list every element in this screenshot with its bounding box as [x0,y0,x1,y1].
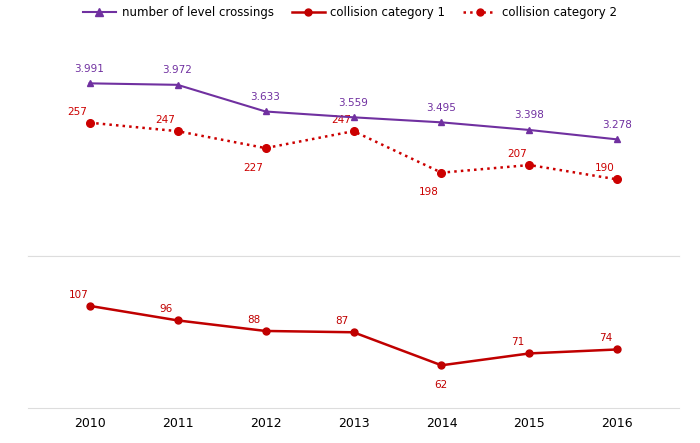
Text: 3.278: 3.278 [603,120,632,130]
Text: 3.559: 3.559 [339,97,368,108]
Text: 190: 190 [595,163,615,173]
Text: 3.633: 3.633 [251,92,281,102]
Text: 87: 87 [335,316,349,326]
Text: 3.972: 3.972 [162,65,192,75]
Text: 207: 207 [508,149,527,159]
Text: 96: 96 [160,304,173,314]
Text: 62: 62 [435,380,448,390]
Text: 227: 227 [244,163,263,172]
Text: 198: 198 [419,187,439,197]
Text: 3.495: 3.495 [426,103,456,113]
Text: 71: 71 [512,337,524,347]
Text: 3.398: 3.398 [514,110,545,120]
Text: 257: 257 [67,107,88,117]
Legend: number of level crossings, collision category 1, collision category 2: number of level crossings, collision cat… [78,1,622,24]
Text: 107: 107 [69,290,88,300]
Text: 247: 247 [331,115,351,125]
Text: 247: 247 [155,115,175,125]
Text: 74: 74 [599,333,612,343]
Text: 88: 88 [248,315,260,325]
Text: 3.991: 3.991 [75,64,104,74]
